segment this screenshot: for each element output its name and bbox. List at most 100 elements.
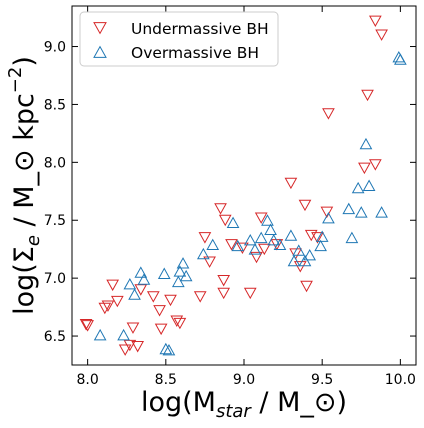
x-axis-title: log(Mstar / M_⊙) xyxy=(141,387,347,422)
undermassive-point xyxy=(320,206,334,219)
undermassive-point xyxy=(98,302,112,315)
overmassive-point xyxy=(162,343,176,356)
overmassive-point xyxy=(284,229,298,241)
overmassive-point xyxy=(267,233,281,246)
overmassive-point xyxy=(171,275,185,288)
overmassive-point xyxy=(351,181,365,194)
undermassive-point xyxy=(361,89,374,102)
overmassive-point xyxy=(298,254,312,267)
overmassive-point xyxy=(231,239,245,252)
undermassive-point xyxy=(250,251,263,264)
undermassive-point xyxy=(322,108,335,120)
undermassive-point xyxy=(79,319,93,331)
overmassive-point xyxy=(292,244,306,256)
overmassive-point xyxy=(243,233,257,246)
undermassive-point xyxy=(146,291,160,303)
undermassive-point xyxy=(198,232,212,244)
overmassive-point xyxy=(261,214,274,226)
undermassive-point xyxy=(225,239,238,251)
overmassive-point xyxy=(315,230,329,242)
y-tick-label: 9.0 xyxy=(44,40,66,56)
overmassive-point xyxy=(287,254,301,267)
undermassive-point xyxy=(254,212,268,224)
overmassive-point xyxy=(314,239,327,252)
undermassive-point xyxy=(134,284,148,296)
legend-label: Undermassive BH xyxy=(131,20,269,38)
x-tick-label: 9.5 xyxy=(311,372,333,388)
overmassive-point xyxy=(159,342,173,355)
legend-box xyxy=(79,11,279,67)
overmassive-point xyxy=(128,288,141,300)
undermassive-point xyxy=(298,199,312,212)
overmassive-point xyxy=(206,238,220,251)
overmassive-point xyxy=(375,206,388,218)
undermassive-point xyxy=(293,261,307,273)
undermassive-point xyxy=(106,279,120,292)
overmassive-point xyxy=(264,223,277,235)
undermassive-point xyxy=(153,305,166,317)
undermassive-point xyxy=(284,177,298,190)
y-tick-label: 7.5 xyxy=(44,213,66,229)
overmassive-point xyxy=(179,269,193,282)
legend-marker-undermassive xyxy=(93,22,107,35)
overmassive-point xyxy=(254,231,268,244)
overmassive-point xyxy=(137,273,151,285)
undermassive-point xyxy=(289,248,302,260)
overmassive-point xyxy=(354,206,368,218)
x-tick-label: 8.5 xyxy=(155,372,177,388)
overmassive-point xyxy=(226,216,240,229)
undermassive-point xyxy=(81,320,94,332)
undermassive-point xyxy=(101,300,115,312)
undermassive-point xyxy=(193,291,207,303)
legend-marker-overmassive xyxy=(93,45,107,58)
legend: Undermassive BH Overmassive BH xyxy=(79,11,279,67)
y-tick-label: 8.0 xyxy=(44,155,66,171)
overmassive-point xyxy=(173,265,187,277)
undermassive-point xyxy=(131,341,145,353)
overmassive-point xyxy=(157,267,171,279)
y-tick-label: 6.5 xyxy=(44,329,66,345)
overmassive-point xyxy=(273,238,287,251)
undermassive-point xyxy=(217,275,231,287)
y-axis-title: log(Σe / M_⊙ kpc−2) xyxy=(5,56,44,315)
x-tick-label: 10.0 xyxy=(385,372,416,388)
overmassive-point xyxy=(359,137,373,150)
undermassive-point xyxy=(358,162,371,175)
undermassive-point xyxy=(236,242,249,255)
overmassive-point xyxy=(93,328,107,341)
undermassive-point xyxy=(218,214,232,227)
y-tick-label: 7.0 xyxy=(44,271,66,287)
undermassive-point xyxy=(368,15,382,28)
undermassive-point xyxy=(311,232,324,244)
overmassive-point xyxy=(322,211,335,224)
undermassive-point xyxy=(118,344,132,356)
undermassive-point xyxy=(154,323,168,336)
overmassive-point xyxy=(134,266,148,278)
overmassive-point xyxy=(248,243,262,255)
undermassive-point xyxy=(170,315,184,327)
axis-ticks-layer: 8.0 8.5 9.0 9.5 10.0 6.5 7.0 7.5 8.0 8.5 9.0 xyxy=(44,6,416,388)
overmassive-point xyxy=(117,328,130,341)
overmassive-point xyxy=(196,247,210,260)
legend-label: Overmassive BH xyxy=(131,44,259,62)
undermassive-point xyxy=(243,287,257,300)
data-points-layer xyxy=(79,15,407,356)
undermassive-point xyxy=(203,256,216,268)
undermassive-point xyxy=(164,294,177,307)
undermassive-point xyxy=(217,287,231,300)
overmassive-point xyxy=(394,53,407,65)
undermassive-point xyxy=(368,159,382,171)
undermassive-point xyxy=(173,317,187,330)
overmassive-point xyxy=(303,249,317,261)
undermassive-point xyxy=(300,280,313,293)
overmassive-point xyxy=(345,231,359,244)
undermassive-point xyxy=(123,339,137,352)
overmassive-point xyxy=(362,179,376,191)
undermassive-point xyxy=(375,29,388,41)
overmassive-point xyxy=(123,277,137,290)
undermassive-point xyxy=(126,322,140,334)
overmassive-point xyxy=(342,202,356,215)
undermassive-point xyxy=(214,203,227,215)
